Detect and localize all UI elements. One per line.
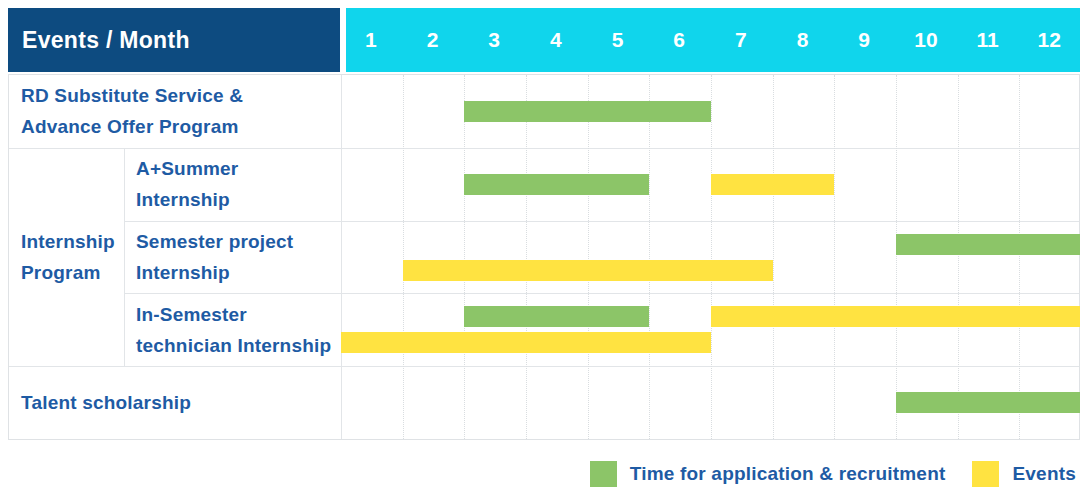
gantt-chart: Events / Month 123456789101112 RD Substi… — [0, 0, 1080, 494]
month-header-label: 1 — [340, 8, 402, 72]
month-header-label: 5 — [587, 8, 649, 72]
legend-application-label: Time for application & recruitment — [630, 463, 946, 485]
month-header-label: 2 — [402, 8, 464, 72]
header-title: Events / Month — [22, 27, 190, 54]
month-header-label: 3 — [463, 8, 525, 72]
gantt-bar-event — [403, 260, 773, 281]
legend-application-swatch — [590, 461, 617, 487]
gantt-bar-application — [896, 234, 1080, 255]
row-label-rd-substitute: RD Substitute Service & Advance Offer Pr… — [9, 75, 341, 148]
gantt-bar-application — [896, 392, 1080, 413]
legend-events-label: Events — [1012, 463, 1076, 485]
row-label-text: In-Semester — [136, 299, 341, 330]
row-label-talent-scholarship: Talent scholarship — [9, 366, 341, 439]
gantt-bar-application — [464, 101, 711, 122]
month-header-label: 12 — [1018, 8, 1080, 72]
legend: Time for application & recruitment Event… — [590, 460, 1076, 487]
gantt-bar-event — [711, 306, 1080, 327]
row-label-text: Semester project — [136, 226, 341, 257]
month-header-label: 7 — [710, 8, 772, 72]
row-label-text: A+Summer — [136, 153, 341, 184]
group-label-text: Program — [21, 257, 124, 288]
table-body: RD Substitute Service & Advance Offer Pr… — [8, 74, 1080, 440]
row-label-text: Talent scholarship — [21, 387, 341, 418]
row-label-in-semester-technician: In-Semester technician Internship — [124, 293, 341, 366]
row-label-text: RD Substitute Service & — [21, 80, 341, 111]
month-header-label: 4 — [525, 8, 587, 72]
row-label-text: Internship — [136, 257, 341, 288]
group-label-text: Internship — [21, 226, 124, 257]
month-header-label: 11 — [957, 8, 1019, 72]
month-header-label: 8 — [772, 8, 834, 72]
month-header-label: 10 — [895, 8, 957, 72]
row-group-internship-program: Internship Program — [9, 148, 124, 366]
month-header-label: 6 — [648, 8, 710, 72]
gantt-bar-event — [341, 332, 711, 353]
months-header: 123456789101112 — [340, 8, 1080, 72]
row-label-a-plus-summer: A+Summer Internship — [124, 148, 341, 221]
legend-events-swatch — [972, 461, 999, 487]
month-header-label: 9 — [833, 8, 895, 72]
gantt-bar-application — [464, 306, 649, 327]
row-label-text: technician Internship — [136, 330, 341, 361]
row-label-text: Internship — [136, 184, 341, 215]
bars-area — [341, 75, 1080, 439]
header-title-cell: Events / Month — [8, 8, 340, 72]
gantt-bar-event — [711, 174, 834, 195]
gantt-bar-application — [464, 174, 649, 195]
row-label-text: Advance Offer Program — [21, 111, 341, 142]
row-label-semester-project: Semester project Internship — [124, 221, 341, 294]
